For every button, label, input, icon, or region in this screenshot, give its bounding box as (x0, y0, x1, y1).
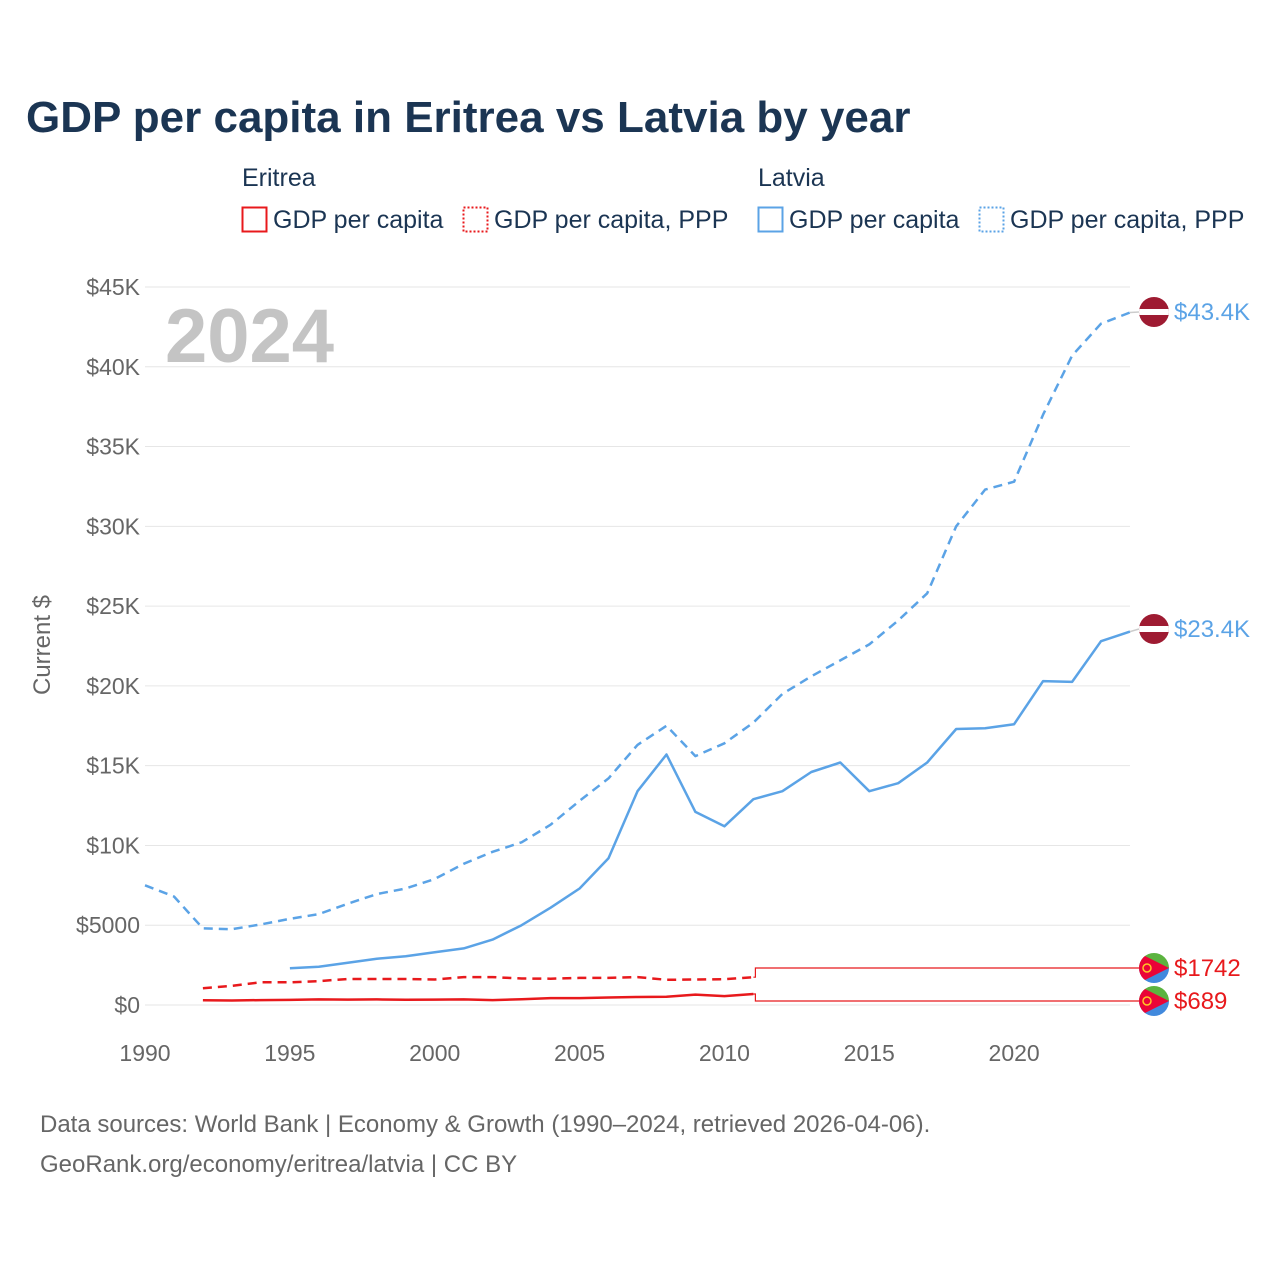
end-label-connector (753, 967, 1139, 978)
end-label-connector (1129, 628, 1140, 633)
footer-sources: Data sources: World Bank | Economy & Gro… (40, 1111, 930, 1138)
legend: Eritrea GDP per capita GDP per capita, PPP… (241, 164, 1244, 234)
x-tick-label: 2010 (699, 1040, 750, 1066)
chart-title: GDP per capita in Eritrea vs Latvia by y… (26, 93, 911, 142)
y-tick-label: $5000 (76, 912, 140, 938)
legend-item-label[interactable]: GDP per capita, PPP (494, 206, 728, 234)
series-line (202, 992, 754, 1002)
eritrea-flag-icon (1139, 953, 1169, 983)
footer-attribution: GeoRank.org/economy/eritrea/latvia | CC … (40, 1151, 517, 1178)
x-tick-label: 2020 (989, 1040, 1040, 1066)
x-tick-label: 2015 (844, 1040, 895, 1066)
latvia-flag-icon (1139, 614, 1169, 644)
end-label-connector (1129, 311, 1140, 314)
end-label-connectors (753, 311, 1140, 1002)
y-tick-label: $35K (86, 434, 140, 460)
y-tick-label: $15K (86, 753, 140, 779)
end-value-label: $1742 (1174, 955, 1241, 982)
y-tick-label: $10K (86, 832, 140, 858)
legend-item-label[interactable]: GDP per capita (789, 206, 960, 234)
legend-group-title: Eritrea (242, 164, 316, 192)
y-tick-label: $25K (86, 593, 140, 619)
series-line (144, 311, 1131, 931)
x-tick-label: 1990 (119, 1040, 170, 1066)
y-tick-label: $45K (86, 274, 140, 300)
series-line (289, 630, 1131, 970)
legend-swatch[interactable] (978, 206, 1005, 233)
x-tick-label: 2000 (409, 1040, 460, 1066)
x-tick-label: 2005 (554, 1040, 605, 1066)
legend-group-title: Latvia (758, 164, 825, 192)
legend-swatch[interactable] (757, 206, 784, 233)
legend-swatch[interactable] (241, 206, 268, 233)
y-axis-ticks: $0 $5000 $10K $15K $20K $25K $30K $35K $40K $45K (76, 274, 141, 1018)
end-label-connector (753, 993, 1139, 1002)
legend-item-label[interactable]: GDP per capita (273, 206, 444, 234)
y-tick-label: $40K (86, 354, 140, 380)
y-axis-label: Current $ (29, 595, 56, 695)
end-value-label: $43.4K (1174, 299, 1250, 326)
y-tick-label: $20K (86, 673, 140, 699)
eritrea-flag-icon (1139, 986, 1169, 1016)
end-value-label: $23.4K (1174, 616, 1250, 643)
end-value-label: $689 (1174, 988, 1227, 1015)
y-tick-label: $30K (86, 513, 140, 539)
year-watermark: 2024 (165, 294, 334, 379)
legend-swatch[interactable] (462, 206, 489, 233)
series-lines (144, 311, 1131, 1002)
y-tick-label: $0 (114, 992, 140, 1018)
x-axis-ticks: 1990 1995 2000 2005 2010 2015 2020 (119, 1040, 1039, 1066)
legend-item-label[interactable]: GDP per capita, PPP (1010, 206, 1244, 234)
x-tick-label: 1995 (264, 1040, 315, 1066)
series-line (202, 975, 754, 990)
end-markers: $43.4K $23.4K $1742 $689 (1139, 297, 1250, 1016)
latvia-flag-icon (1139, 297, 1169, 327)
gridlines (145, 286, 1130, 1006)
